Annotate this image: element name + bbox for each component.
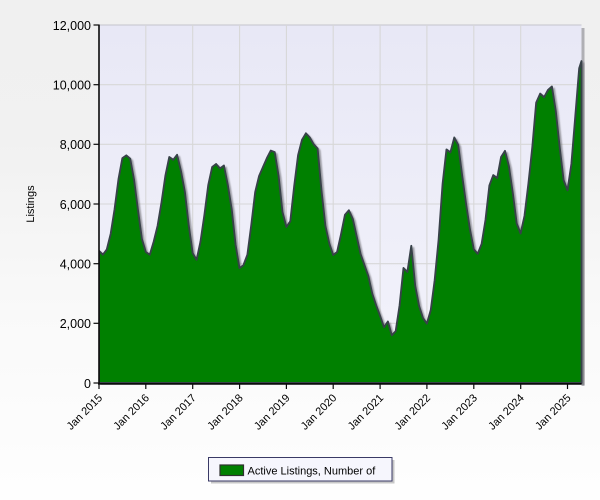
svg-text:Jan 2025: Jan 2025 — [533, 392, 573, 432]
svg-text:Jan 2020: Jan 2020 — [299, 392, 339, 432]
svg-text:Jan 2017: Jan 2017 — [158, 392, 198, 432]
svg-text:8,000: 8,000 — [60, 138, 91, 152]
svg-text:Listings: Listings — [25, 185, 37, 223]
svg-text:Jan 2015: Jan 2015 — [65, 392, 105, 432]
svg-text:0: 0 — [84, 377, 91, 391]
svg-text:Jan 2021: Jan 2021 — [346, 392, 386, 432]
svg-text:Jan 2018: Jan 2018 — [205, 392, 245, 432]
svg-text:2,000: 2,000 — [60, 317, 91, 331]
svg-text:Jan 2023: Jan 2023 — [439, 392, 479, 432]
svg-text:Jan 2022: Jan 2022 — [393, 392, 433, 432]
svg-text:6,000: 6,000 — [60, 198, 91, 212]
svg-text:Jan 2024: Jan 2024 — [486, 392, 526, 432]
svg-text:Jan 2019: Jan 2019 — [252, 392, 292, 432]
svg-text:Active Listings, Number of: Active Listings, Number of — [248, 466, 377, 478]
svg-text:10,000: 10,000 — [53, 79, 91, 93]
svg-text:4,000: 4,000 — [60, 258, 91, 272]
svg-text:12,000: 12,000 — [53, 19, 91, 33]
svg-text:Jan 2016: Jan 2016 — [111, 392, 151, 432]
